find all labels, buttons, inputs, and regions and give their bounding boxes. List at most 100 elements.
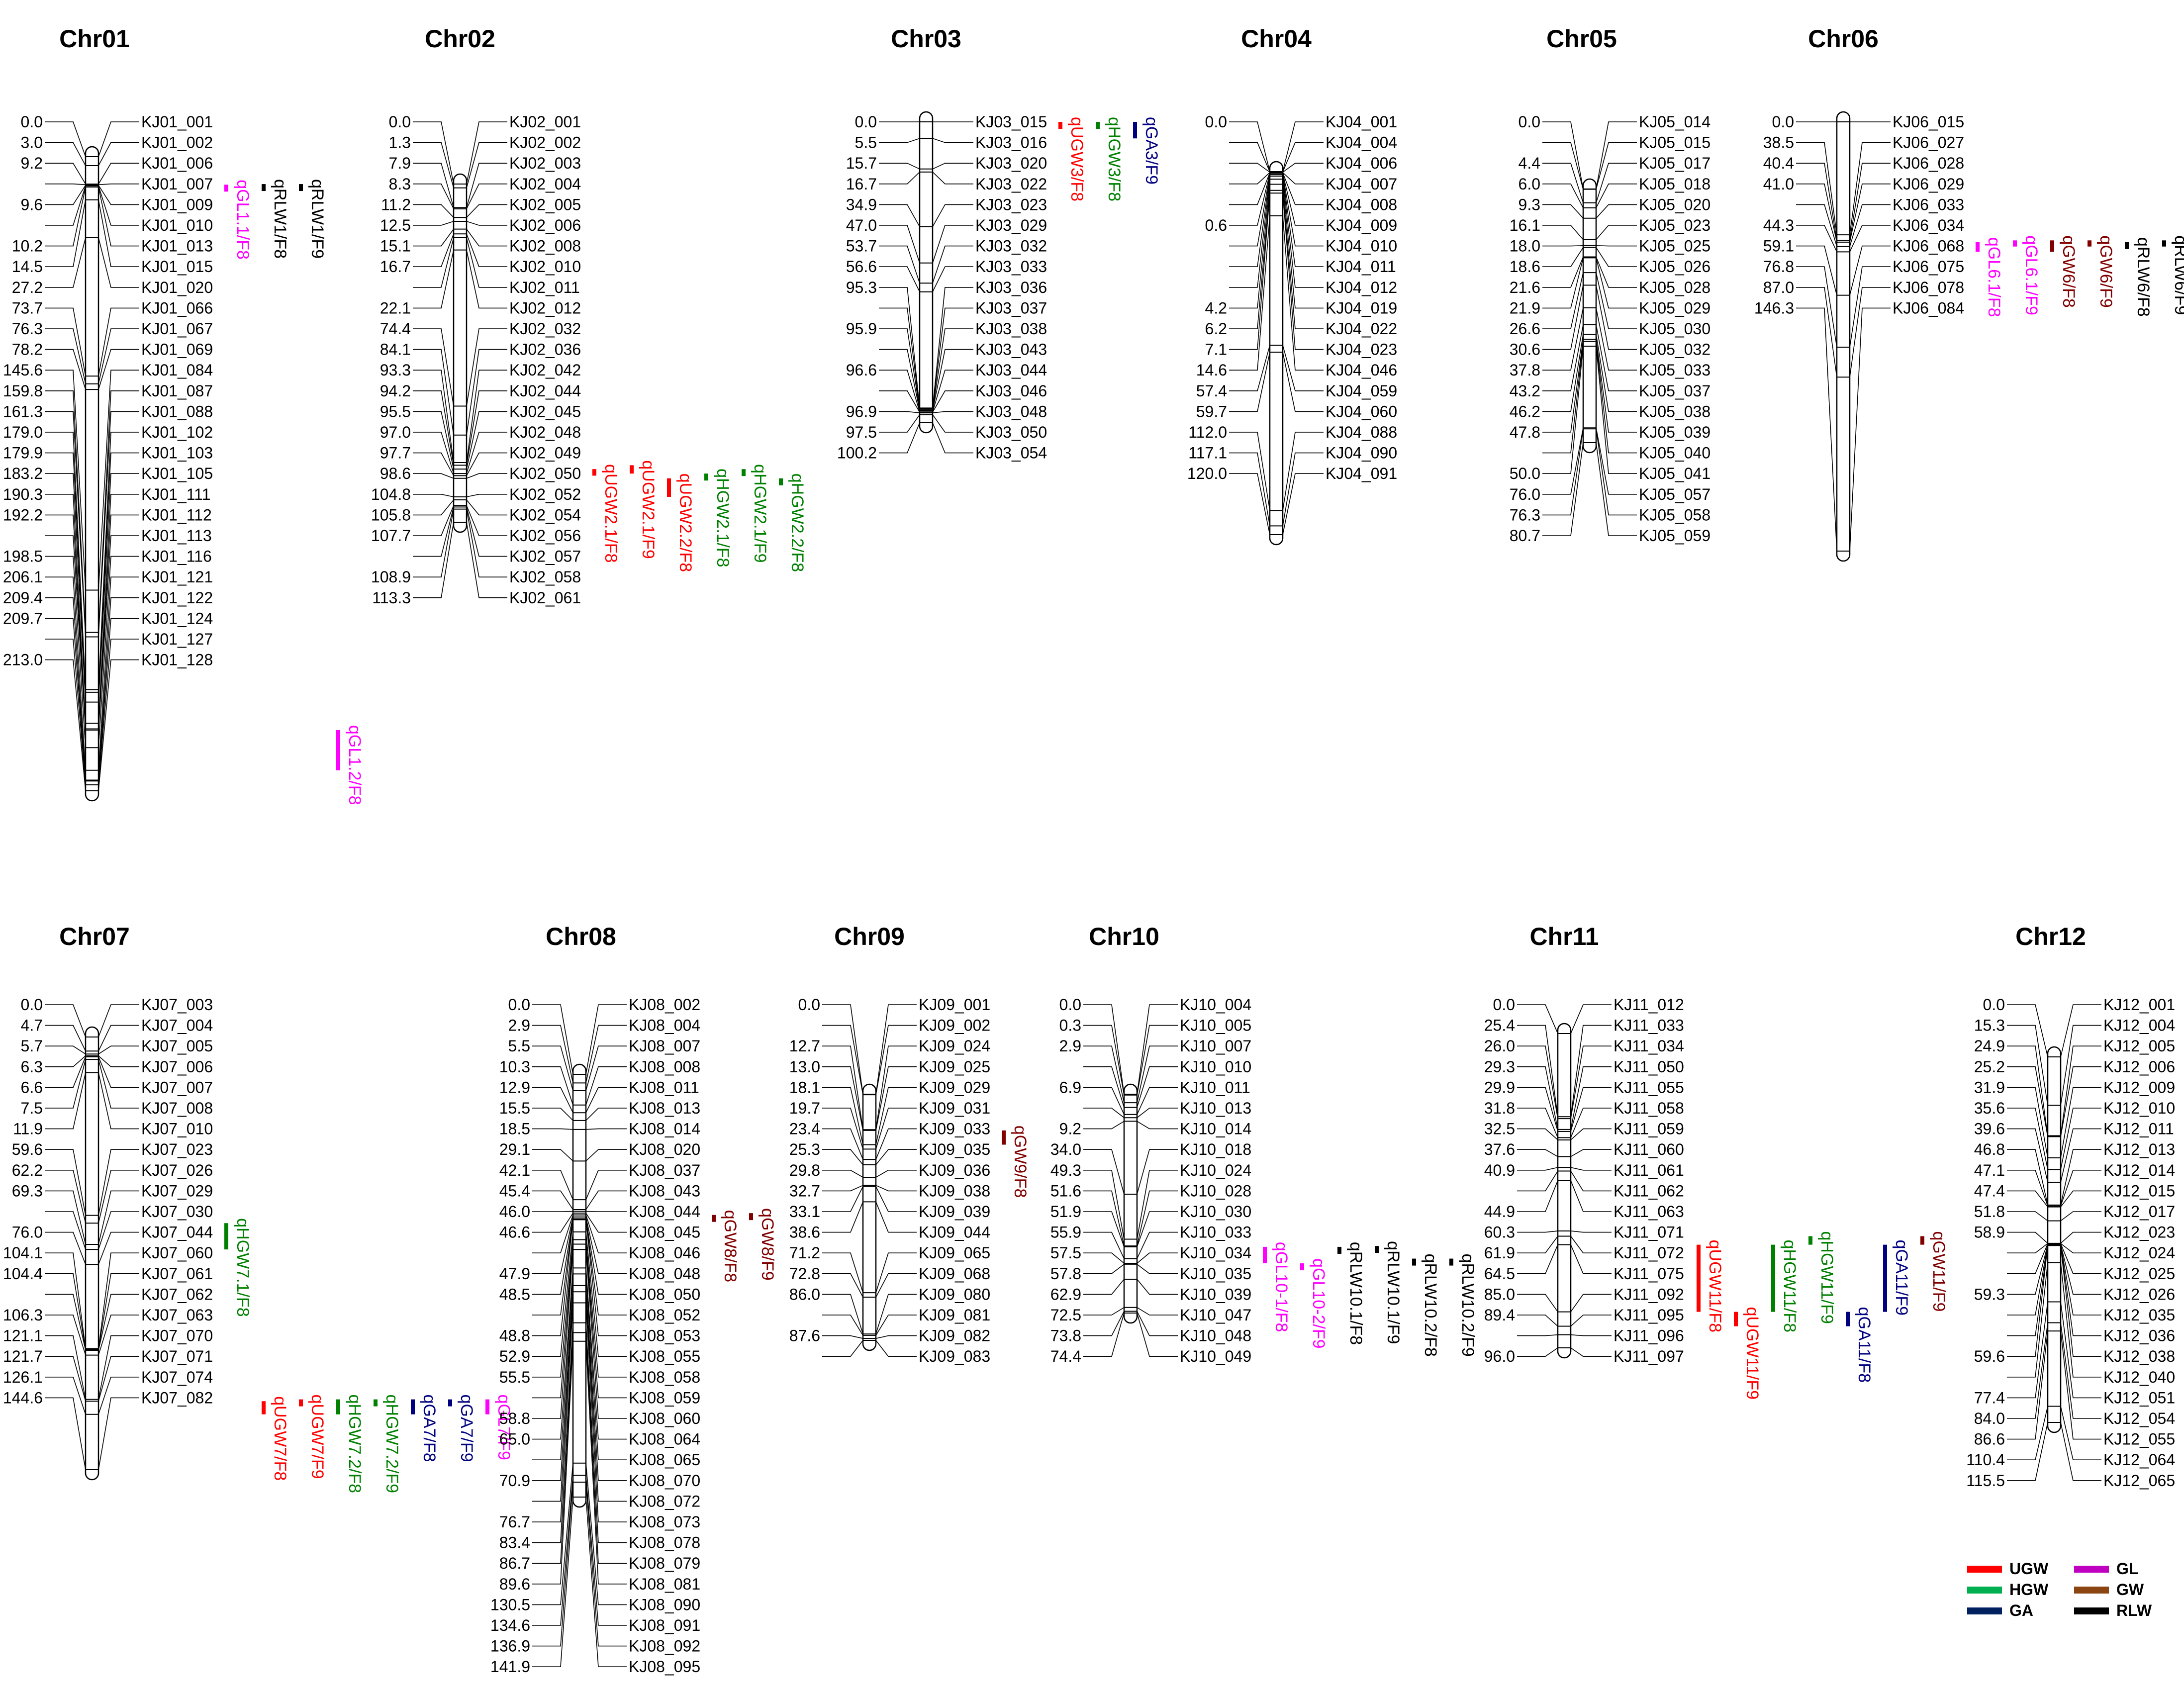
- marker-connector: [2060, 1330, 2101, 1440]
- marker-position: 47.9: [499, 1265, 530, 1283]
- position-connector: [45, 659, 86, 791]
- marker-connector: [98, 121, 139, 157]
- marker-connector: [585, 1128, 627, 1130]
- marker-name: KJ01_010: [141, 216, 213, 234]
- chromosome-title: Chr08: [546, 923, 616, 950]
- marker-connector: [1849, 204, 1891, 247]
- marker-connector: [932, 225, 973, 264]
- marker-position: 6.2: [1205, 320, 1227, 338]
- position-connector: [1517, 1025, 1558, 1117]
- marker-connector: [932, 349, 973, 411]
- qtl-label: qHGW2.2/F8: [788, 473, 807, 572]
- marker-position: 95.5: [380, 402, 411, 420]
- marker-name: KJ08_072: [629, 1492, 700, 1510]
- marker-connector: [2060, 1231, 2101, 1244]
- marker-position: 74.4: [1050, 1347, 1081, 1365]
- marker-position: 21.9: [1510, 299, 1540, 317]
- position-connector: [45, 142, 86, 166]
- marker-position: 14.5: [12, 258, 43, 276]
- marker-position: 104.8: [371, 485, 411, 503]
- marker-position: 121.7: [3, 1347, 43, 1365]
- position-connector: [1517, 1066, 1558, 1130]
- position-connector: [879, 370, 920, 412]
- chromosome-title: Chr01: [59, 25, 130, 53]
- qtl-label: qUGW7/F8: [271, 1396, 289, 1481]
- marker-name: KJ12_017: [2103, 1203, 2175, 1221]
- marker-position: 0.0: [1059, 996, 1081, 1014]
- marker-name: KJ07_070: [141, 1327, 213, 1345]
- position-connector: [532, 1249, 573, 1419]
- marker-name: KJ09_081: [919, 1306, 990, 1324]
- marker-name: KJ03_044: [975, 361, 1047, 379]
- marker-name: KJ12_006: [2103, 1058, 2175, 1076]
- position-connector: [822, 1185, 863, 1192]
- marker-connector: [2060, 1149, 2101, 1205]
- position-connector: [1229, 184, 1270, 309]
- marker-connector: [875, 1004, 917, 1095]
- marker-name: KJ02_058: [509, 568, 581, 586]
- marker-position: 31.9: [1974, 1078, 2005, 1096]
- marker-name: KJ10_011: [1180, 1078, 1250, 1096]
- marker-position: 48.8: [499, 1327, 530, 1345]
- marker-name: KJ09_029: [919, 1078, 990, 1096]
- chromosome-title: Chr07: [59, 923, 130, 950]
- marker-name: KJ11_050: [1614, 1058, 1684, 1076]
- marker-connector: [466, 411, 507, 470]
- marker-position: 52.9: [499, 1347, 530, 1365]
- marker-position: 209.7: [3, 609, 43, 627]
- marker-connector: [585, 1213, 627, 1233]
- marker-name: KJ05_059: [1639, 527, 1710, 545]
- position-connector: [45, 199, 86, 268]
- marker-name: KJ12_010: [2103, 1099, 2175, 1117]
- marker-name: KJ03_033: [975, 258, 1047, 276]
- position-connector: [822, 1252, 863, 1293]
- position-connector: [2007, 1262, 2048, 1378]
- position-connector: [413, 411, 454, 470]
- marker-position: 56.6: [846, 258, 877, 276]
- marker-position: 46.6: [499, 1224, 530, 1241]
- position-connector: [1517, 1128, 1558, 1140]
- marker-position: 179.9: [3, 444, 43, 462]
- marker-connector: [466, 509, 507, 577]
- marker-name: KJ08_059: [629, 1389, 700, 1407]
- position-connector: [1083, 1149, 1125, 1195]
- marker-connector: [98, 432, 139, 690]
- marker-name: KJ05_038: [1639, 402, 1710, 420]
- marker-name: KJ02_006: [509, 216, 581, 234]
- marker-connector: [2060, 1128, 2101, 1183]
- marker-connector: [98, 1377, 139, 1414]
- position-connector: [1083, 1264, 1125, 1274]
- position-connector: [1796, 266, 1837, 348]
- position-connector: [822, 1315, 863, 1336]
- position-connector: [822, 1045, 863, 1130]
- position-connector: [1542, 257, 1584, 288]
- marker-position: 4.4: [1519, 154, 1540, 172]
- marker-position: 58.8: [499, 1410, 530, 1427]
- marker-name: KJ08_050: [629, 1285, 700, 1303]
- marker-name: KJ07_007: [141, 1078, 213, 1096]
- marker-name: KJ02_012: [509, 299, 581, 317]
- position-connector: [413, 229, 454, 247]
- marker-connector: [466, 250, 507, 309]
- position-connector: [1542, 442, 1584, 536]
- marker-connector: [932, 328, 973, 410]
- chromosome-title: Chr10: [1089, 923, 1159, 950]
- marker-name: KJ02_045: [509, 402, 581, 420]
- marker-name: KJ03_050: [975, 423, 1047, 441]
- position-connector: [1517, 1294, 1558, 1313]
- marker-connector: [2060, 1322, 2101, 1419]
- position-connector: [822, 1004, 863, 1095]
- marker-name: KJ01_121: [141, 568, 213, 586]
- marker-name: KJ01_127: [141, 630, 213, 648]
- position-connector: [822, 1186, 863, 1212]
- marker-position: 19.7: [789, 1099, 820, 1117]
- position-connector: [413, 221, 454, 226]
- position-connector: [2007, 1243, 2048, 1253]
- position-connector: [45, 1004, 86, 1037]
- marker-name: KJ04_012: [1326, 279, 1397, 296]
- marker-name: KJ01_103: [141, 444, 213, 462]
- marker-position: 33.1: [789, 1203, 820, 1221]
- marker-name: KJ03_022: [975, 175, 1047, 193]
- position-connector: [1517, 1087, 1558, 1132]
- marker-connector: [585, 1292, 627, 1502]
